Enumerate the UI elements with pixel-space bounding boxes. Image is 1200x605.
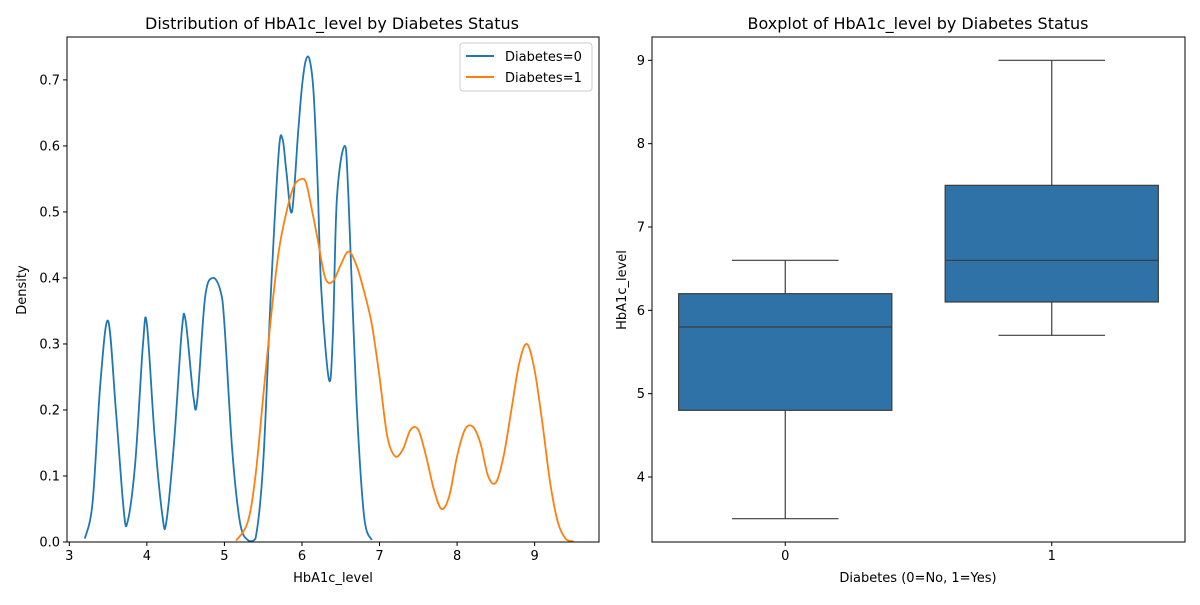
box-xlabel: Diabetes (0=No, 1=Yes) [839, 571, 996, 586]
kde-lines [83, 55, 574, 543]
kde-chart: Distribution of HbA1c_level by Diabetes … [15, 14, 600, 586]
kde-xtick-label: 6 [298, 549, 306, 564]
box-ytick-label: 9 [637, 54, 645, 69]
kde-title: Distribution of HbA1c_level by Diabetes … [145, 14, 519, 34]
kde-ticks: 3 4 5 6 7 8 9 0.0 0.1 0.2 0.3 0.4 0.5 0.6 0.7 [39, 73, 538, 564]
box-iqr [678, 293, 893, 411]
box-group-1 [944, 59, 1159, 336]
box-iqr [944, 184, 1159, 303]
box-ytick-label: 8 [637, 137, 645, 152]
kde-ytick-label: 0.1 [39, 469, 60, 484]
kde-xtick-label: 5 [220, 549, 228, 564]
kde-ytick-label: 0.4 [39, 271, 60, 286]
box-chart: Boxplot of HbA1c_level by Diabetes Statu… [615, 14, 1186, 586]
box-xtick-label: 1 [1048, 549, 1056, 564]
kde-ytick-label: 0.5 [39, 205, 60, 220]
box-ylabel: HbA1c_level [615, 250, 630, 330]
kde-xtick-label: 4 [143, 549, 151, 564]
box-ytick-label: 5 [637, 387, 645, 402]
kde-ytick-label: 0.6 [39, 139, 60, 154]
kde-legend: Diabetes=0 Diabetes=1 [459, 42, 593, 92]
box-title: Boxplot of HbA1c_level by Diabetes Statu… [747, 14, 1088, 34]
kde-xtick-label: 7 [375, 549, 383, 564]
box-ytick-label: 7 [637, 221, 645, 236]
kde-xtick-label: 8 [453, 549, 461, 564]
kde-series-line-diabetes-1 [235, 177, 574, 543]
kde-ytick-label: 0.3 [39, 337, 60, 352]
box-group-0 [678, 259, 893, 520]
kde-ylabel: Density [15, 265, 30, 315]
kde-axes-frame [66, 36, 600, 543]
box-ticks: 4 5 6 7 8 9 0 1 [637, 54, 1056, 564]
kde-xtick-label: 3 [65, 549, 73, 564]
kde-ytick-label: 0.0 [39, 536, 60, 551]
box-ytick-label: 4 [637, 471, 645, 486]
kde-ytick-label: 0.7 [39, 73, 60, 88]
box-ytick-label: 6 [637, 304, 645, 319]
kde-xlabel: HbA1c_level [293, 571, 373, 586]
box-xtick-label: 0 [781, 549, 789, 564]
kde-xtick-label: 9 [530, 549, 538, 564]
box-axes-frame [651, 36, 1186, 543]
legend-label-diabetes-0: Diabetes=0 [505, 50, 582, 65]
box-marks [678, 59, 1159, 520]
legend-label-diabetes-1: Diabetes=1 [505, 71, 582, 86]
kde-series-line-diabetes-0 [83, 55, 373, 543]
kde-ytick-label: 0.2 [39, 403, 60, 418]
